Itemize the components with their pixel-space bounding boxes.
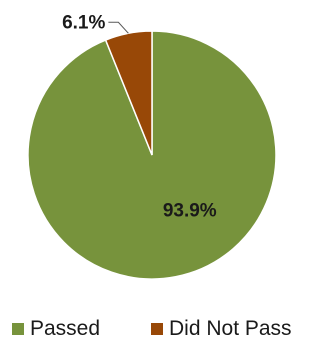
legend-item-did-not-pass: Did Not Pass bbox=[151, 316, 292, 342]
legend-label-did-not-pass: Did Not Pass bbox=[169, 317, 292, 340]
data-label-passed: 93.9% bbox=[163, 201, 217, 222]
legend-item-passed: Passed bbox=[12, 316, 100, 342]
data-label-did-not-pass: 6.1% bbox=[62, 12, 105, 33]
legend-swatch-passed bbox=[12, 323, 24, 335]
pie-slices bbox=[27, 30, 277, 280]
legend-label-passed: Passed bbox=[30, 317, 101, 340]
legend: Passed Did Not Pass bbox=[0, 316, 321, 342]
leader-line-did-not-pass bbox=[108, 21, 129, 34]
legend-swatch-did-not-pass bbox=[151, 323, 163, 335]
